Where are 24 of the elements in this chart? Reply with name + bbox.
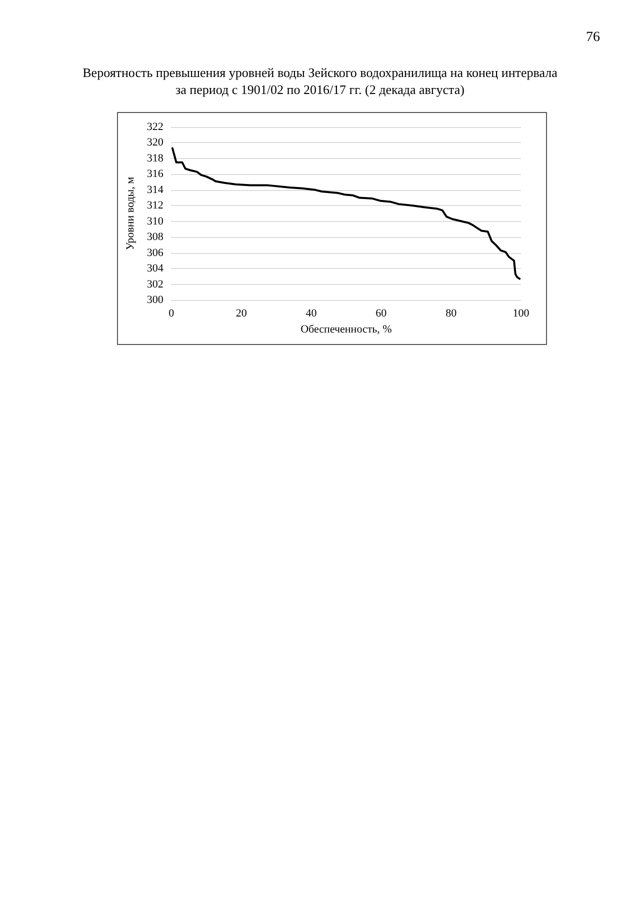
y-tick-label: 310: [146, 215, 164, 228]
y-tick-label: 322: [146, 121, 164, 133]
x-tick-label: 80: [446, 308, 458, 320]
y-tick-label: 304: [146, 262, 164, 275]
y-tick-label: 302: [146, 278, 164, 290]
x-tick-label: 0: [168, 308, 175, 320]
y-tick-label: 308: [146, 231, 164, 244]
chart-subtitle: за период с 1901/02 по 2016/17 гг. (2 декада августа): [174, 81, 466, 98]
y-tick-label: 306: [146, 246, 164, 259]
y-tick-label: 312: [146, 200, 164, 212]
x-tick-label: 60: [376, 308, 388, 320]
x-tick-label: 40: [306, 308, 318, 320]
x-axis-title: Обеспеченность, %: [300, 323, 392, 336]
x-tick-label: 20: [236, 308, 248, 320]
y-tick-label: 314: [146, 184, 164, 196]
line-series: [171, 147, 521, 280]
y-tick-label: 316: [146, 168, 164, 180]
y-tick-label: 320: [146, 136, 164, 149]
y-tick-label: 300: [146, 294, 164, 306]
x-tick-label: 100: [512, 308, 530, 320]
y-tick-label: 318: [146, 152, 164, 164]
chart-title: Вероятность превышения уровней воды Зейского водохранилища на конец интервала: [82, 64, 558, 81]
text: 76: [585, 30, 600, 46]
y-axis-title: Уровни воды, м: [124, 176, 136, 250]
